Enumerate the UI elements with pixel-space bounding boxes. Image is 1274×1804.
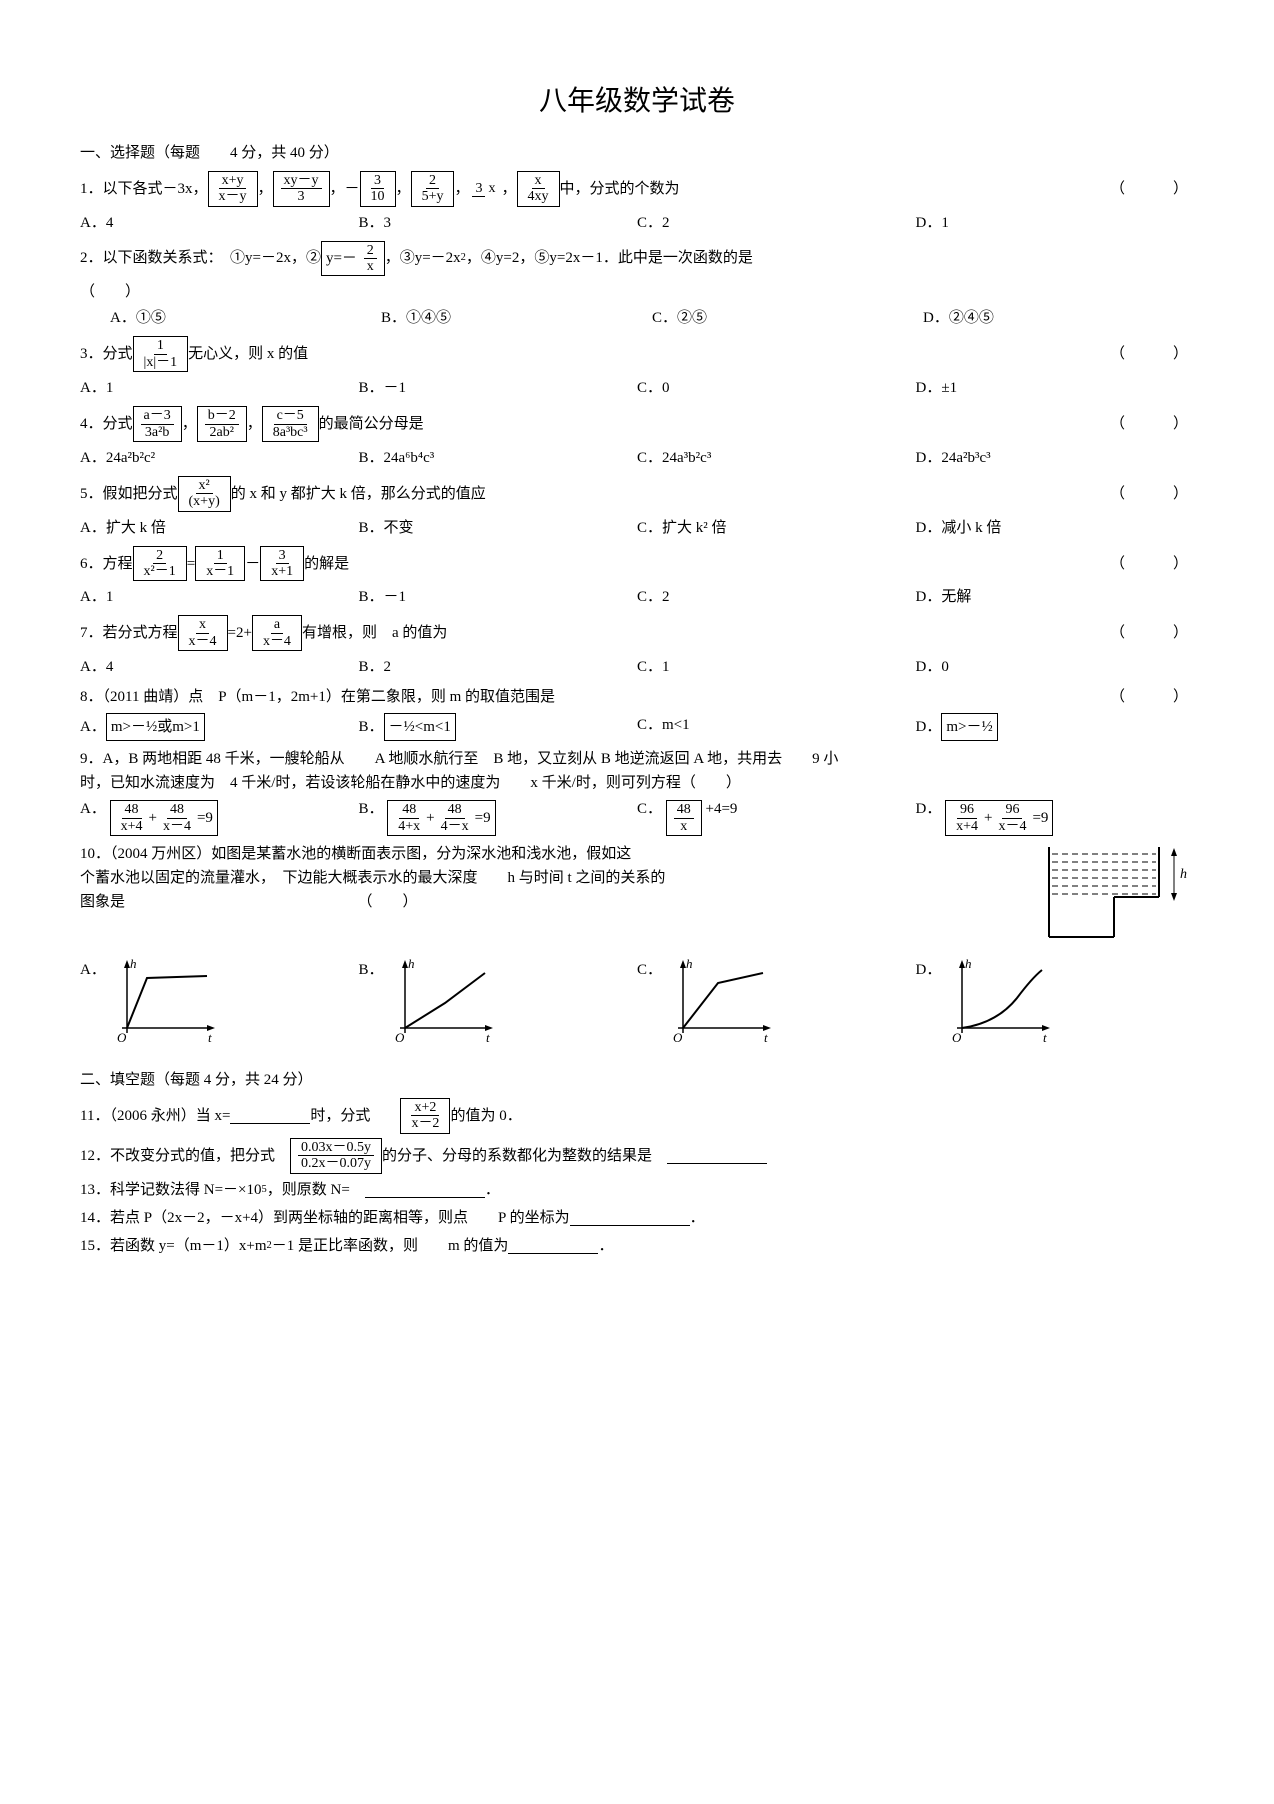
- q7-stem: 7．若分式方程 xx－4 =2+ ax－4 有增根，则 a 的值为 （ ）: [80, 615, 1194, 651]
- q1-paren: （ ）: [1110, 177, 1194, 201]
- svg-text:h: h: [408, 958, 415, 971]
- svg-text:O: O: [395, 1030, 405, 1045]
- q6-options: A．1B．－1C．2D．无解: [80, 585, 1194, 609]
- q8-box-d: m>－½: [941, 713, 997, 741]
- svg-text:t: t: [486, 1030, 490, 1045]
- q8-options: A．m>－½或m>1 B．－½<m<1 C．m<1 D．m>－½: [80, 713, 1194, 741]
- q2-options: A．①⑤B．①④⑤C．②⑤D．②④⑤: [80, 306, 1194, 330]
- q8-stem: 8．（2011 曲靖）点 P（m－1，2m+1）在第二象限，则 m 的取值范围是…: [80, 685, 1194, 709]
- q1-frac1: x+yx－y: [208, 171, 258, 207]
- q11: 11．（2006 永州）当 x= 时，分式 x+2x－2 的值为 0．: [80, 1098, 1194, 1134]
- q9-opt-b: 484+x + 484－x =9: [387, 800, 495, 836]
- q1-frac5: 3x: [472, 180, 498, 197]
- svg-text:h: h: [686, 958, 693, 971]
- svg-text:t: t: [1043, 1030, 1047, 1045]
- q3-options: A．1B．－1C．0D．±1: [80, 376, 1194, 400]
- q1-frac3: 310: [360, 171, 396, 207]
- svg-text:O: O: [673, 1030, 683, 1045]
- q1-frac6: x4xy: [517, 171, 560, 207]
- q4-options: A．24a²b²c²B．24a⁶b⁴c³C．24a³b²c³D．24a²b³c³: [80, 446, 1194, 470]
- svg-text:t: t: [764, 1030, 768, 1045]
- q7-options: A．4B．2C．1D．0: [80, 655, 1194, 679]
- q4-stem: 4．分式 a－33a²b， b－22ab²， c－58a³bc³ 的最简公分母是…: [80, 406, 1194, 442]
- q6-f2: 1x－1: [195, 546, 245, 582]
- q5-options: A．扩大 k 倍B．不变C．扩大 k² 倍D．减小 k 倍: [80, 516, 1194, 540]
- q14-blank: [570, 1210, 690, 1226]
- q1-options: A．4B．3C．2D．1: [80, 211, 1194, 235]
- section2-head: 二、填空题（每题 4 分，共 24 分）: [80, 1068, 1194, 1092]
- q10-label-c: C．: [637, 958, 662, 982]
- q1-frac2: xy－y3: [273, 171, 330, 207]
- q6-paren: （ ）: [1110, 552, 1194, 576]
- q9-options: A． 48x+4 + 48x－4 =9 B． 484+x + 484－x =9 …: [80, 797, 1194, 836]
- q1-frac4: 25+y: [411, 171, 455, 207]
- q15: 15．若函数 y=（m－1）x+m2－1 是正比率函数，则 m 的值为 ．: [80, 1234, 1194, 1258]
- q11-frac: x+2x－2: [400, 1098, 450, 1134]
- q10-chart-a: h O t: [112, 958, 222, 1048]
- q5-frac: x²(x+y): [178, 476, 231, 512]
- q11-blank: [230, 1108, 310, 1124]
- q5-stem: 5．假如把分式 x²(x+y) 的 x 和 y 都扩大 k 倍，那么分式的值应 …: [80, 476, 1194, 512]
- q13-blank: [365, 1182, 485, 1198]
- q10-label-a: A．: [80, 958, 106, 982]
- q6-f1: 2x²－1: [133, 546, 187, 582]
- svg-text:h: h: [130, 958, 137, 971]
- q8-box-b: －½<m<1: [384, 713, 456, 741]
- q4-f3: c－58a³bc³: [262, 406, 319, 442]
- svg-text:t: t: [208, 1030, 212, 1045]
- q4-paren: （ ）: [1110, 412, 1194, 436]
- q10-tank-diagram: h: [1044, 842, 1194, 950]
- q8-paren: （ ）: [1110, 685, 1194, 709]
- q3-paren: （ ）: [1110, 342, 1194, 366]
- section1-head: 一、选择题（每题 4 分，共 40 分）: [80, 141, 1194, 165]
- q12-blank: [667, 1148, 767, 1164]
- q2-paren: （ ）: [80, 280, 1194, 304]
- q8-box-a: m>－½或m>1: [106, 713, 205, 741]
- q10-chart-b: h O t: [390, 958, 500, 1048]
- q2-stem: 2．以下函数关系式： ①y=－2x，② y=－ 2x ，③y=－2x2，④y=2…: [80, 241, 1194, 277]
- q3-stem: 3．分式 1|x|－1 无心义，则 x 的值 （ ）: [80, 336, 1194, 372]
- q10-graphs: A． h O t B． h O t C．: [80, 958, 1194, 1048]
- q14: 14．若点 P（2x－2，－x+4）到两坐标轴的距离相等，则点 P 的坐标为 ．: [80, 1206, 1194, 1230]
- svg-text:O: O: [117, 1030, 127, 1045]
- q1-text: 1．以下各式－3x，: [80, 177, 208, 201]
- q9-opt-c: 48x: [666, 800, 702, 836]
- page-title: 八年级数学试卷: [80, 80, 1194, 125]
- svg-text:h: h: [965, 958, 972, 971]
- q10-l3: 图象是 （ ）: [80, 890, 1194, 914]
- q1-stem: 1．以下各式－3x， x+yx－y， xy－y3 ，－ 310， 25+y， 3…: [80, 171, 1194, 207]
- tank-h-label: h: [1180, 867, 1187, 882]
- q4-f2: b－22ab²: [197, 406, 247, 442]
- q7-paren: （ ）: [1110, 621, 1194, 645]
- svg-text:O: O: [952, 1030, 962, 1045]
- q12: 12．不改变分式的值，把分式 0.03x－0.5y0.2x－0.07y 的分子、…: [80, 1138, 1194, 1174]
- q3-frac: 1|x|－1: [133, 336, 189, 372]
- q9-opt-a: 48x+4 + 48x－4 =9: [110, 800, 218, 836]
- q10-chart-c: h O t: [668, 958, 778, 1048]
- q15-blank: [508, 1238, 598, 1254]
- q7-f1: xx－4: [178, 615, 228, 651]
- q2-box: y=－ 2x: [321, 241, 385, 277]
- q10-label-d: D．: [916, 958, 942, 982]
- q5-paren: （ ）: [1110, 482, 1194, 506]
- q12-frac: 0.03x－0.5y0.2x－0.07y: [290, 1138, 382, 1174]
- q10-label-b: B．: [359, 958, 384, 982]
- q10-l2: 个蓄水池以固定的流量灌水， 下边能大概表示水的最大深度 h 与时间 t 之间的关…: [80, 866, 1194, 890]
- q6-f3: 3x+1: [260, 546, 304, 582]
- q10-l1: 10．（2004 万州区）如图是某蓄水池的横断面表示图，分为深水池和浅水池，假如…: [80, 842, 1194, 866]
- q10-chart-d: h O t: [947, 958, 1057, 1048]
- q7-f2: ax－4: [252, 615, 302, 651]
- q9-opt-d: 96x+4 + 96x－4 =9: [945, 800, 1053, 836]
- q6-stem: 6．方程 2x²－1 = 1x－1 － 3x+1 的解是 （ ）: [80, 546, 1194, 582]
- q4-f1: a－33a²b: [133, 406, 182, 442]
- q9-stem-l2: 时，已知水流速度为 4 千米/时，若设该轮船在静水中的速度为 x 千米/时，则可…: [80, 771, 1194, 795]
- q9-stem-l1: 9．A，B 两地相距 48 千米，一艘轮船从 A 地顺水航行至 B 地，又立刻从…: [80, 747, 1194, 771]
- q13: 13．科学记数法得 N=－×105，则原数 N= ．: [80, 1178, 1194, 1202]
